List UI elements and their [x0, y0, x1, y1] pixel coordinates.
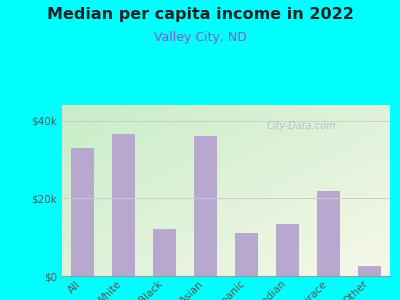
- Bar: [112, 134, 135, 276]
- Bar: [276, 224, 299, 276]
- Bar: [153, 230, 176, 276]
- Bar: [71, 148, 94, 276]
- Text: Median per capita income in 2022: Median per capita income in 2022: [46, 8, 354, 22]
- Text: City-Data.com: City-Data.com: [267, 121, 336, 130]
- Bar: [235, 233, 258, 276]
- Text: Valley City, ND: Valley City, ND: [154, 32, 246, 44]
- Bar: [194, 136, 217, 276]
- Bar: [317, 190, 340, 276]
- Bar: [358, 266, 381, 276]
